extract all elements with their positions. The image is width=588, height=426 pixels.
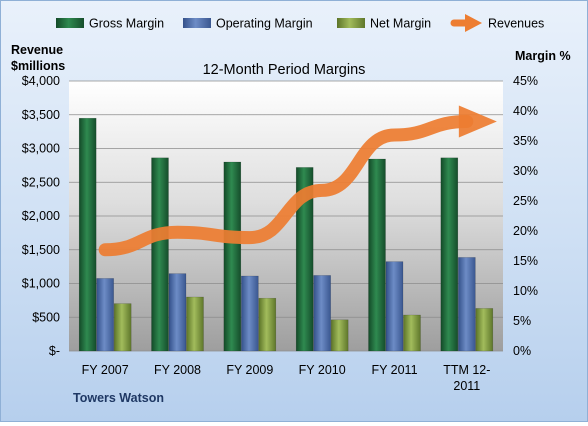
right-tick-label: 30% <box>513 164 538 178</box>
legend-label-gross-margin: Gross Margin <box>89 17 164 31</box>
category-label: FY 2009 <box>226 363 273 377</box>
net-margin-bar <box>186 296 204 352</box>
gross-margin-bar <box>295 167 314 352</box>
left-tick-label: $500 <box>32 310 60 324</box>
net-margin-bar <box>475 308 494 352</box>
right-tick-label: 40% <box>513 104 538 118</box>
right-tick-label: 0% <box>513 344 531 358</box>
category-labels: FY 2007 FY 2008 FY 2009 FY 2010 FY 2011 TTM 1… <box>82 363 491 393</box>
right-tick-label: 35% <box>513 134 538 148</box>
left-tick-label: $4,000 <box>22 74 60 88</box>
left-axis-title-line-1: Revenue <box>11 43 63 57</box>
legend-item-gross-margin: Gross Margin <box>56 17 164 31</box>
operating-margin-bar <box>241 275 259 352</box>
net-margin-bar <box>258 297 277 352</box>
legend-swatch-operating-margin <box>183 18 211 28</box>
gross-margin-bar <box>368 158 386 352</box>
net-margin-bar <box>330 319 349 352</box>
net-margin-bar <box>403 314 421 352</box>
chart-title: 12-Month Period Margins <box>203 62 366 78</box>
right-axis-title: Margin % <box>515 49 571 63</box>
revenue-arrowhead <box>458 105 497 138</box>
left-tick-label: $- <box>49 344 60 358</box>
left-tick-label: $1,500 <box>22 243 60 257</box>
left-tick-label: $3,000 <box>22 142 60 156</box>
right-axis-tick-labels: 0% 5% 10% 15% 20% 25% 30% 35% 40% 45% <box>513 74 538 358</box>
right-tick-label: 20% <box>513 224 538 238</box>
company-name: Towers Watson <box>73 391 164 405</box>
right-tick-label: 5% <box>513 314 531 328</box>
category-label: 2011 <box>453 379 480 393</box>
gross-margin-bar <box>78 117 97 352</box>
right-tick-label: 25% <box>513 194 538 208</box>
legend-item-net-margin: Net Margin <box>337 17 431 31</box>
category-label: FY 2011 <box>371 363 417 377</box>
right-tick-label: 45% <box>513 74 538 88</box>
gross-margin-bar <box>440 157 459 352</box>
legend-label-operating-margin: Operating Margin <box>216 17 313 31</box>
category-label: TTM 12- <box>443 363 490 377</box>
legend: Gross Margin Operating Margin Net Margin… <box>56 14 544 32</box>
operating-margin-bar <box>385 261 404 352</box>
category-label: FY 2007 <box>82 363 129 377</box>
legend-swatch-gross-margin <box>56 18 84 28</box>
legend-item-revenues: Revenues <box>450 14 544 32</box>
category-label: FY 2010 <box>299 363 346 377</box>
right-tick-label: 15% <box>513 254 538 268</box>
legend-label-net-margin: Net Margin <box>370 17 431 31</box>
legend-swatch-net-margin <box>337 18 365 28</box>
legend-label-revenues: Revenues <box>488 17 544 31</box>
right-tick-label: 10% <box>513 284 538 298</box>
category-label: FY 2008 <box>154 363 201 377</box>
gross-margin-bar <box>223 161 242 352</box>
left-tick-label: $2,500 <box>22 175 60 189</box>
left-tick-label: $3,500 <box>22 108 60 122</box>
gross-margin-bar <box>151 157 169 352</box>
left-tick-label: $2,000 <box>22 209 60 223</box>
net-margin-bar <box>113 303 132 352</box>
left-tick-label: $1,000 <box>22 277 60 291</box>
left-axis-title-line-2: $millions <box>11 59 65 73</box>
operating-margin-bar <box>313 275 331 352</box>
revenue-line <box>98 105 497 257</box>
legend-arrow-revenues-icon <box>450 14 482 32</box>
revenue-line-path <box>98 115 474 257</box>
left-axis-tick-labels: $- $500 $1,000 $1,500 $2,000 $2,500 $3,000 $3,5… <box>22 74 60 358</box>
operating-margin-bar <box>96 278 114 352</box>
legend-item-operating-margin: Operating Margin <box>183 17 313 31</box>
operating-margin-bar <box>168 273 187 352</box>
bars <box>78 117 494 352</box>
operating-margin-bar <box>458 257 476 352</box>
